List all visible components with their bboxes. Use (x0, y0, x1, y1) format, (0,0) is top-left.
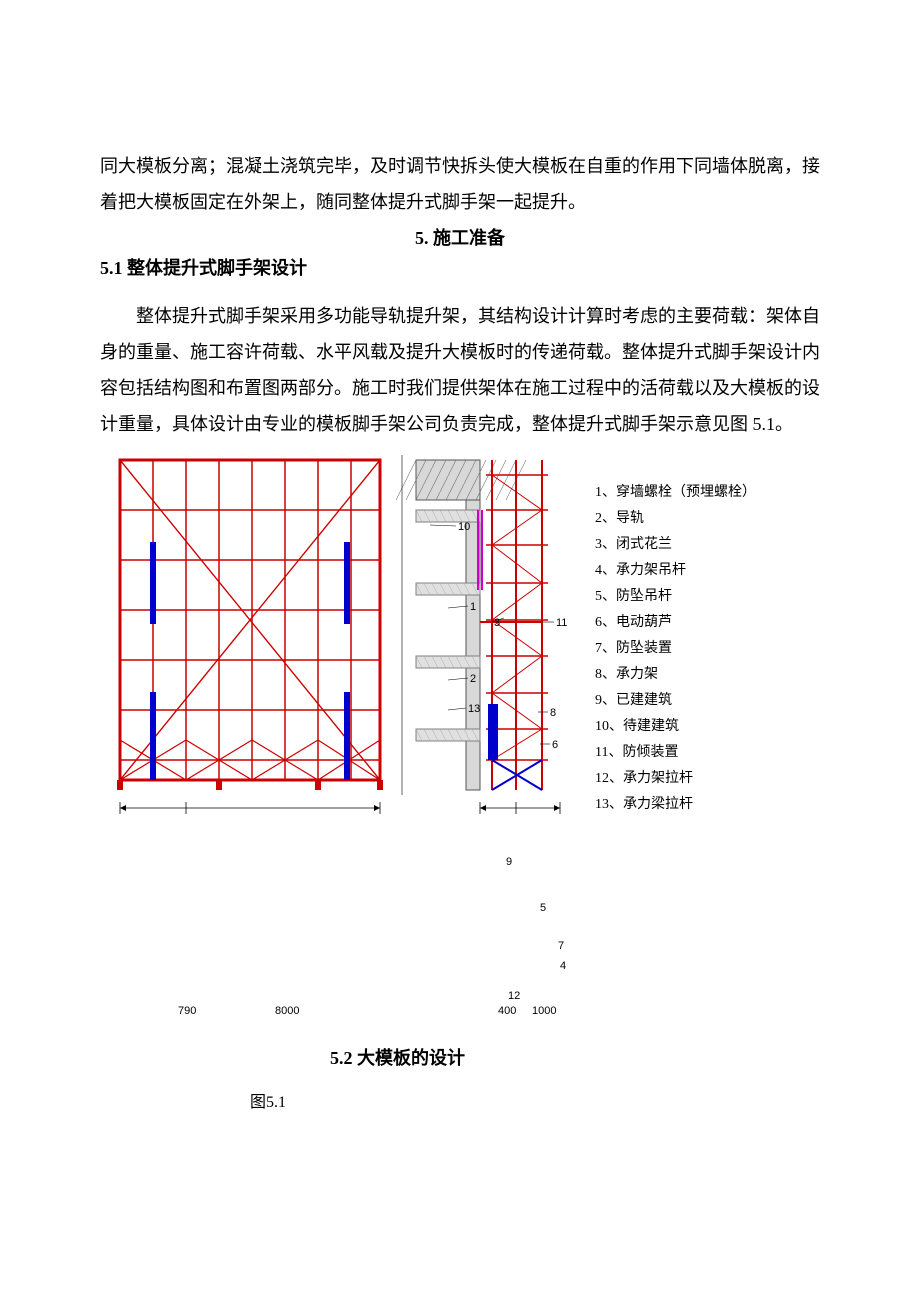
float-label-7: 7 (558, 940, 564, 952)
dim-label-790: 790 (178, 1005, 196, 1017)
section-5-2-heading: 5.2 大模板的设计 (330, 1044, 465, 1070)
section-5-1-heading: 5.1 整体提升式脚手架设计 (100, 254, 820, 280)
svg-text:13: 13 (468, 703, 480, 715)
figure-legend: 1、穿墙螺栓（预埋螺栓）2、导轨3、闭式花兰4、承力架吊杆5、防坠吊杆6、电动葫… (595, 480, 756, 818)
legend-item: 7、防坠装置 (595, 636, 756, 662)
legend-item: 13、承力梁拉杆 (595, 792, 756, 818)
legend-item: 3、闭式花兰 (595, 532, 756, 558)
document-page: 同大模板分离；混凝土浇筑完毕，及时调节快拆头使大模板在自重的作用下同墙体脱离，接… (0, 0, 920, 1302)
dim-label-400: 400 (498, 1005, 516, 1017)
legend-item: 2、导轨 (595, 506, 756, 532)
legend-item: 12、承力架拉杆 (595, 766, 756, 792)
float-label-5: 5 (540, 902, 546, 914)
svg-text:10: 10 (458, 521, 470, 533)
float-label-12: 12 (508, 990, 520, 1002)
svg-text:3: 3 (494, 617, 500, 629)
float-label-9: 9 (506, 856, 512, 868)
intro-paragraph: 同大模板分离；混凝土浇筑完毕，及时调节快拆头使大模板在自重的作用下同墙体脱离，接… (100, 148, 820, 220)
legend-item: 4、承力架吊杆 (595, 558, 756, 584)
svg-text:1: 1 (470, 601, 476, 613)
legend-item: 8、承力架 (595, 662, 756, 688)
legend-item: 9、已建建筑 (595, 688, 756, 714)
legend-item: 6、电动葫芦 (595, 610, 756, 636)
svg-text:2: 2 (470, 673, 476, 685)
legend-item: 5、防坠吊杆 (595, 584, 756, 610)
dim-label-1000: 1000 (532, 1005, 556, 1017)
legend-item: 1、穿墙螺栓（预埋螺栓） (595, 480, 756, 506)
section-5-1-body: 整体提升式脚手架采用多功能导轨提升架，其结构设计计算时考虑的主要荷载：架体自身的… (100, 298, 820, 442)
dim-label-8000: 8000 (275, 1005, 299, 1017)
figure-5-1-caption: 图5.1 (250, 1088, 286, 1112)
svg-text:11: 11 (556, 617, 567, 629)
svg-text:6: 6 (552, 739, 558, 751)
float-label-4: 4 (560, 960, 566, 972)
section-5-heading: 5. 施工准备 (100, 224, 820, 250)
figure-5-1: 10132131186 790 8000 400 1000 9 5 7 4 12… (100, 450, 820, 1030)
svg-text:8: 8 (550, 707, 556, 719)
scaffold-diagram-svg: 10132131186 (100, 450, 580, 840)
legend-item: 11、防倾装置 (595, 740, 756, 766)
legend-item: 10、待建建筑 (595, 714, 756, 740)
